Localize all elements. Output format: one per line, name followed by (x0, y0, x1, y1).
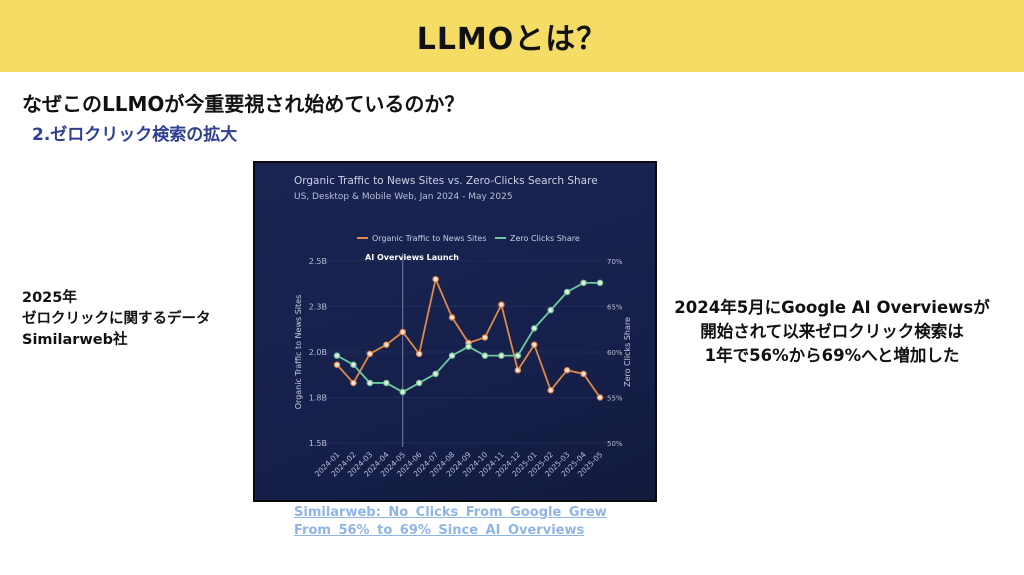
series-line-organic (336, 276, 601, 399)
y-right-tick-label: 50% (607, 440, 623, 448)
left-note-line: 2025年 (22, 290, 77, 306)
slide-title: LLMOとは？ (416, 22, 608, 57)
data-point-zero-clicks (530, 325, 538, 332)
data-point-organic (580, 370, 587, 378)
series-line-zero-clicks (336, 281, 600, 394)
data-point-organic (530, 341, 538, 348)
data-point-organic (448, 314, 456, 321)
data-point-zero-clicks (350, 361, 357, 368)
data-point-zero-clicks (547, 306, 554, 314)
data-point-organic (366, 350, 374, 358)
data-point-zero-clicks (333, 352, 341, 359)
y-left-tick-label: 2.0B (309, 348, 327, 357)
annotation-label: AI Overviews Launch (365, 253, 459, 262)
y-left-tick-label: 1.8B (309, 394, 327, 403)
y-axis-left-title: Organic Traffic to News Sites (294, 295, 303, 410)
left-note: 2025年 ゼロクリックに関するデータ Similarweb社 (22, 288, 211, 351)
y-left-tick-label: 1.5B (309, 439, 327, 448)
data-point-organic (547, 386, 554, 394)
data-point-zero-clicks (465, 343, 472, 350)
y-right-tick-label: 70% (607, 258, 623, 266)
data-point-organic (350, 379, 357, 387)
left-note-line: ゼロクリックに関するデータ (22, 311, 211, 327)
y-axis-right-title: Zero Clicks Share (623, 317, 632, 387)
chart-legend: Organic Traffic to News Sites Zero Click… (357, 234, 580, 243)
data-point-zero-clicks (563, 288, 571, 296)
chart-subtitle: US, Desktop & Mobile Web, Jan 2024 - May… (294, 192, 513, 202)
y-right-tick-label: 55% (607, 395, 623, 403)
y-right-tick-label: 60% (607, 349, 623, 357)
data-point-organic (514, 366, 522, 374)
data-point-zero-clicks (432, 370, 439, 378)
data-point-zero-clicks (366, 379, 374, 387)
source-link[interactable]: Similarweb: No Clicks From Google Grew F… (294, 505, 607, 538)
right-note-line: 開始されて以来ゼロクリック検索は (700, 322, 964, 341)
y-left-tick-label: 2.3B (309, 303, 327, 312)
data-point-zero-clicks (399, 388, 406, 396)
chart-image: Organic Traffic to News Sites vs. Zero-C… (253, 161, 657, 502)
data-point-organic (596, 394, 604, 401)
section-heading: 2.ゼロクリック検索の拡大 (32, 125, 238, 145)
data-point-zero-clicks (514, 352, 522, 359)
left-note-line: Similarweb社 (22, 332, 128, 348)
right-note: 2024年5月にGoogle AI Overviewsが 開始されて以来ゼロクリ… (662, 296, 1002, 368)
data-point-zero-clicks (415, 379, 423, 387)
chart-svg: Organic Traffic to News Sites vs. Zero-C… (294, 175, 632, 479)
data-point-organic (563, 366, 571, 374)
legend-label-zero-clicks: Zero Clicks Share (510, 234, 580, 243)
data-point-organic (399, 328, 406, 336)
data-point-zero-clicks (448, 352, 456, 359)
data-point-zero-clicks (383, 379, 390, 387)
y-left-tick-label: 2.5B (309, 257, 327, 266)
data-point-organic (481, 334, 489, 341)
data-point-zero-clicks (498, 352, 505, 359)
slide-subtitle: なぜこのLLMOが今重要視され始めているのか？ (22, 92, 465, 116)
slide-header: LLMOとは？ (0, 0, 1024, 72)
legend-label-organic: Organic Traffic to News Sites (372, 234, 487, 243)
right-note-line: 1年で56%から69%へと増加した (704, 346, 960, 365)
data-point-zero-clicks (481, 352, 489, 359)
data-point-organic (333, 361, 341, 368)
data-point-zero-clicks (580, 279, 587, 287)
data-point-organic (432, 275, 439, 283)
data-point-organic (383, 341, 390, 348)
y-right-tick-label: 65% (607, 304, 623, 312)
data-point-organic (415, 350, 423, 358)
data-point-zero-clicks (596, 279, 604, 287)
data-point-organic (498, 301, 505, 308)
right-note-line: 2024年5月にGoogle AI Overviewsが (674, 298, 990, 317)
chart-title: Organic Traffic to News Sites vs. Zero-C… (294, 175, 598, 187)
